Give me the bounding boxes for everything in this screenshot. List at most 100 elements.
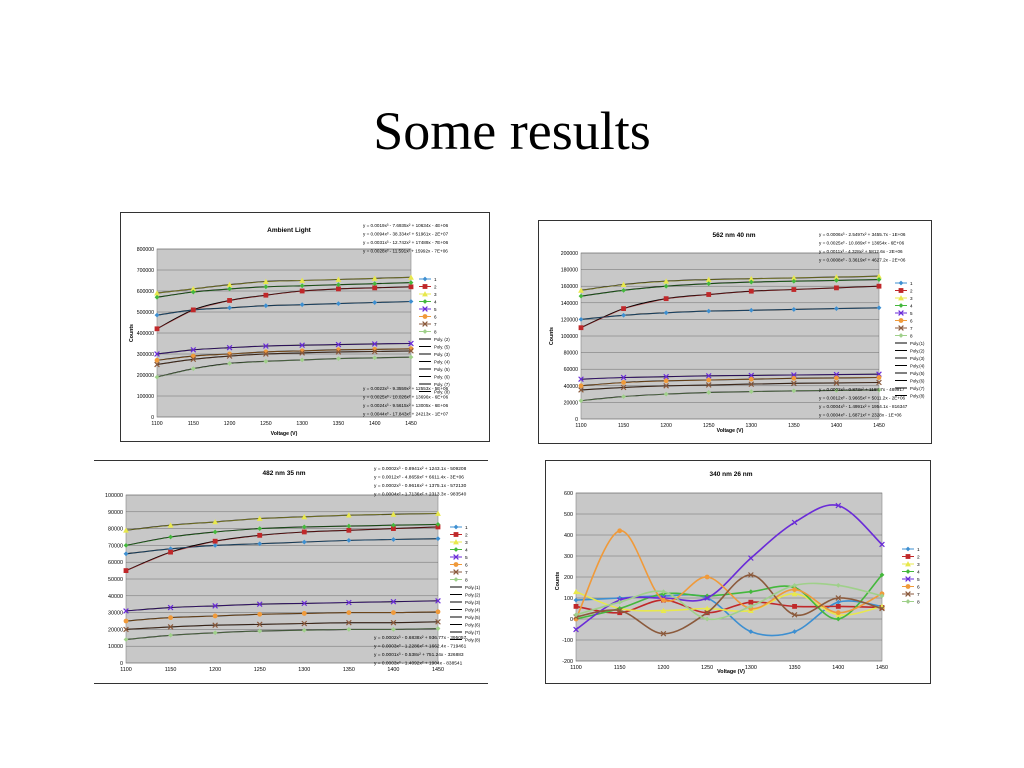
series-line [125,600,439,612]
series-line [125,538,439,555]
data-point [834,387,839,393]
series-7 [123,619,441,633]
data-point [390,619,397,626]
data-point [226,353,233,359]
series-2 [123,524,441,573]
data-point [168,546,173,552]
legend-label: 2 [910,289,913,294]
data-point [335,349,342,355]
series-3 [578,273,882,293]
x-tick-label: 1200 [209,667,221,673]
y-tick-label: 0 [120,661,123,667]
legend-label: Poly.(5) [910,371,925,376]
data-point [453,554,459,560]
data-point [617,599,623,605]
legend-label: Poly.(2) [465,593,481,598]
chart-title: 340 nm 26 nm [710,471,753,478]
data-point [905,576,911,582]
data-point [905,584,911,589]
y-tick-label: 0 [570,617,573,623]
chart-title: Ambient Light [267,227,312,234]
trendline-equation: y = 0.0012x³ - 3.9665x² + 5011.2x - 2E+0… [819,396,906,401]
x-tick-label: 1250 [703,423,715,429]
data-point [663,378,669,384]
x-tick-label: 1350 [789,665,801,671]
series-line [580,382,880,391]
chart-340nm: -200 -100 0 100 200 300 400 500 600 1100 1150 1200 1… [545,460,931,684]
data-point [299,357,305,363]
trendline-equation: y = 0.0001x³ - 0.538x² + 751.24x - 32688… [374,652,464,658]
legend-label: 3 [917,562,920,568]
data-point [257,526,263,531]
data-point [791,611,798,618]
data-point [453,562,459,567]
legend-label: Poly. (3) [434,352,450,357]
trendline-equation: y = 0.0004x³ - 1.4991x² + 1954.1x - 8163… [819,404,908,409]
data-point [263,284,269,290]
data-point [301,524,307,530]
series-8 [154,354,414,380]
data-point [390,511,397,517]
data-point [435,619,441,625]
data-point [226,344,233,351]
data-point [453,577,459,582]
data-point [792,583,797,588]
data-point [621,380,626,385]
data-point [154,294,160,300]
data-point [408,354,414,360]
data-point [408,348,414,354]
data-point [263,303,269,309]
data-point [336,286,341,292]
data-point [335,341,342,348]
data-point [435,524,441,530]
data-point [791,278,797,284]
data-point [898,333,904,338]
y-tick-label: 300000 [137,352,154,358]
data-point [876,277,882,282]
data-point [154,351,160,357]
data-point [453,539,459,545]
series-6 [123,609,441,624]
y-tick-label: -200 [562,659,573,665]
data-point [345,512,352,518]
data-point [435,510,441,516]
data-point [212,603,218,609]
data-point [905,569,911,574]
y-tick-label: 140000 [561,301,578,307]
legend-label: 8 [917,600,920,606]
series-4 [154,280,414,300]
data-point [663,382,669,389]
x-tick-label: 1150 [614,665,626,671]
trendline-equation: y = 0.0023x³ - 9.3559x² + 12553x - 5E+06 [363,386,449,391]
trendline-equation: y = 0.0004x³ - 1.6871x² + 2328x - 1E+06 [819,413,902,418]
x-tick-label: 1200 [660,423,672,429]
trendline-equation: y = 0.0011x³ - 4.328x² + 5812.6x - 2E+06 [819,249,903,254]
y-tick-label: 30000 [108,611,123,617]
data-point [123,527,129,533]
data-point [898,318,904,323]
data-point [301,539,307,545]
x-tick-label: 1250 [260,421,272,427]
data-point [876,387,882,393]
x-tick-label: 1200 [224,421,236,427]
series-line [156,286,412,330]
data-point [408,340,414,347]
y-tick-label: 10000 [108,644,123,650]
series-4 [578,277,882,299]
data-point [263,351,269,357]
data-point [898,280,904,286]
data-point [212,630,218,636]
y-tick-label: 180000 [561,268,578,274]
legend-label: Poly. (8) [434,390,450,395]
legend-label: Poly.(8) [910,394,925,399]
data-point [299,277,306,283]
y-tick-label: 200 [564,575,573,581]
legend-label: Poly.(4) [465,608,481,613]
data-point [835,610,841,616]
data-point [391,522,396,528]
series-line [575,590,883,616]
data-point [578,383,584,389]
x-tick-label: 1400 [369,421,381,427]
series-line [580,373,880,380]
data-point [620,281,627,287]
